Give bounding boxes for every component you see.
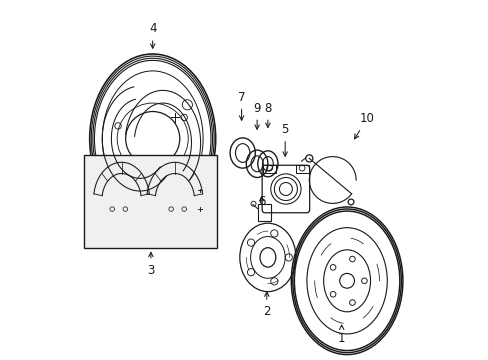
Bar: [263, 165, 276, 173]
Bar: [295, 165, 308, 173]
Text: 9: 9: [253, 102, 260, 129]
Bar: [84, 155, 217, 248]
Text: 5: 5: [281, 123, 288, 156]
Text: 1: 1: [337, 325, 345, 345]
Text: 6: 6: [258, 195, 265, 208]
Text: 10: 10: [354, 112, 374, 139]
Text: 3: 3: [147, 252, 154, 276]
Text: 8: 8: [264, 102, 271, 127]
Bar: [257, 204, 270, 221]
Text: 7: 7: [237, 91, 245, 120]
Text: 4: 4: [149, 22, 156, 48]
Text: 2: 2: [263, 292, 270, 318]
